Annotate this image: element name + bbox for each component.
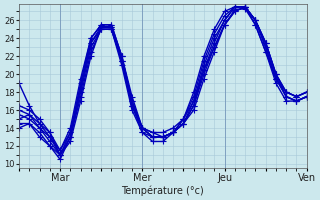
X-axis label: Température (°c): Température (°c) — [122, 185, 204, 196]
